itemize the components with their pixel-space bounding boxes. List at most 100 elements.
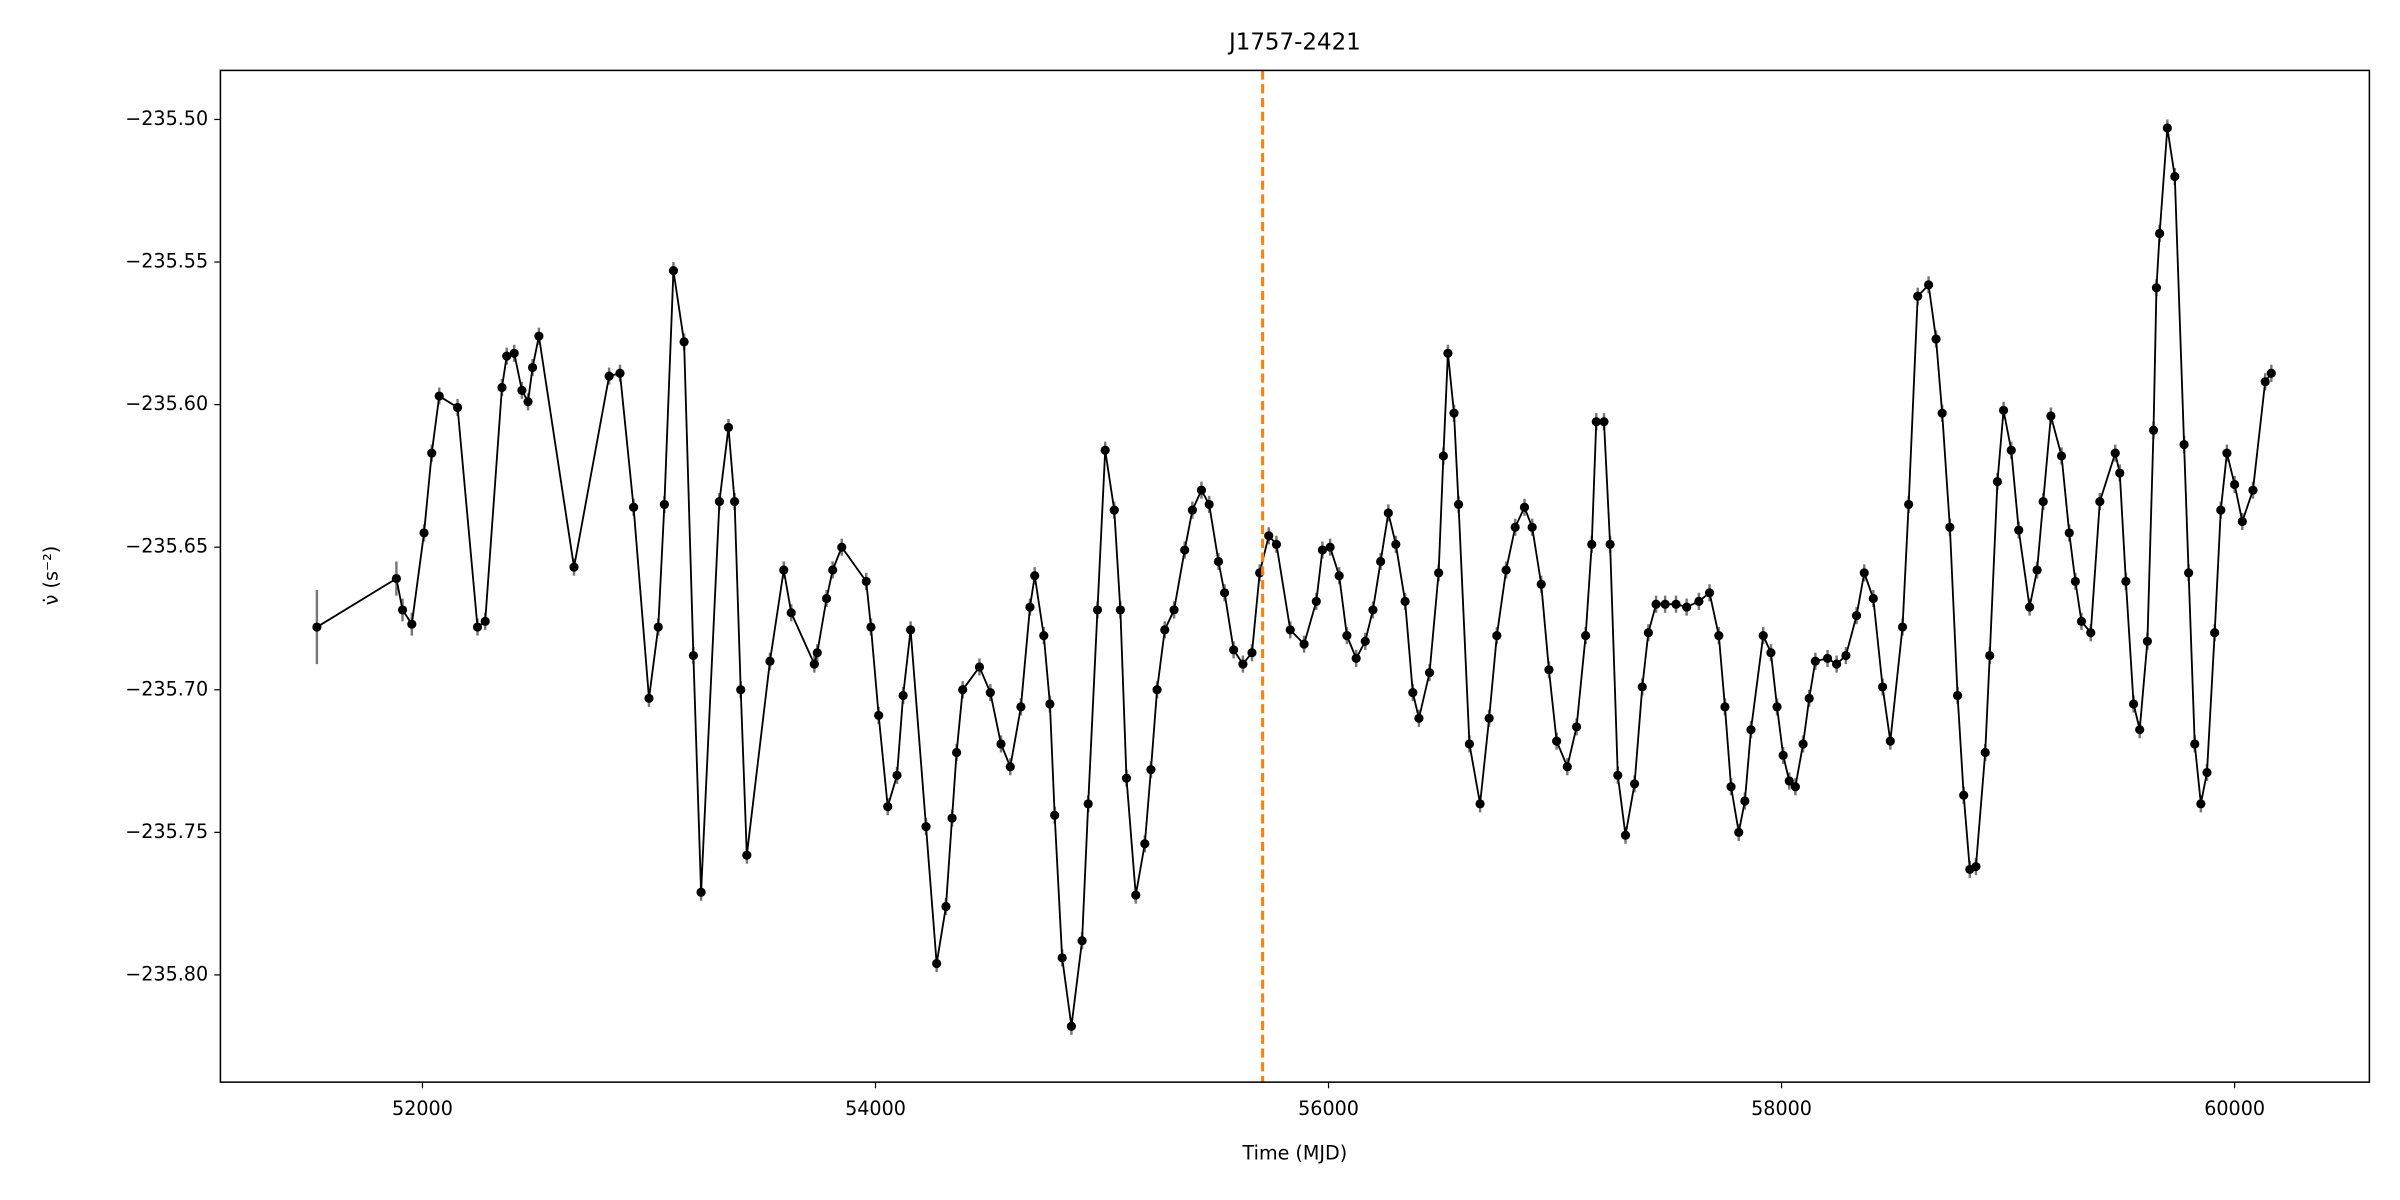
data-point: [2148, 425, 2159, 435]
data-point: [1772, 702, 1782, 712]
data-point: [1591, 417, 1601, 427]
data-point: [1317, 545, 1328, 555]
data-point: [2056, 451, 2067, 461]
data-point: [1562, 762, 1572, 772]
x-tick-label: 54000: [845, 1097, 906, 1120]
data-point: [2222, 448, 2232, 458]
data-point: [1784, 776, 1794, 786]
data-point: [2046, 411, 2056, 421]
data-point: [1453, 499, 1464, 510]
data-point: [644, 693, 654, 703]
data-point: [2064, 528, 2074, 538]
y-tick-label: −235.60: [125, 392, 208, 415]
data-point: [742, 850, 752, 860]
y-tick-label: −235.70: [125, 677, 208, 700]
data-point: [730, 496, 740, 507]
data-point: [812, 648, 822, 658]
data-point: [779, 565, 789, 575]
data-point: [1885, 736, 1895, 746]
data-point: [1778, 750, 1788, 760]
data-point: [906, 625, 916, 635]
data-point: [1443, 348, 1453, 358]
data-point: [1109, 505, 1119, 515]
data-point: [892, 770, 902, 780]
data-point: [786, 608, 796, 618]
data-point: [2230, 479, 2240, 490]
data-point: [1740, 796, 1750, 806]
data-point: [1299, 639, 1309, 649]
data-point: [1660, 599, 1670, 609]
data-point: [1140, 839, 1150, 849]
data-point: [1391, 539, 1401, 549]
data-point: [1913, 291, 1923, 301]
data-point: [1643, 628, 1653, 638]
data-point: [1581, 630, 1591, 641]
data-point: [2170, 171, 2180, 182]
data-point: [497, 382, 507, 393]
data-point: [714, 496, 725, 507]
data-point: [1424, 668, 1435, 678]
data-point: [1030, 571, 1040, 581]
data-point: [1552, 736, 1562, 746]
data-point: [1629, 779, 1640, 789]
data-point: [604, 371, 614, 381]
x-tick-label: 52000: [392, 1097, 453, 1120]
data-point: [1434, 568, 1444, 578]
data-point: [2115, 468, 2125, 478]
data-point: [1992, 477, 2003, 487]
data-point: [1264, 531, 1274, 541]
data-point: [2076, 616, 2087, 626]
plot-frame: [219, 69, 2371, 1083]
data-point: [517, 385, 527, 395]
data-point: [1868, 593, 1878, 604]
data-point: [809, 659, 819, 669]
data-point: [1931, 334, 1941, 344]
data-point: [502, 351, 512, 361]
data-point: [1959, 790, 1969, 800]
data-point: [427, 448, 437, 458]
data-point: [1519, 502, 1530, 512]
data-point: [2086, 628, 2096, 638]
data-point: [1160, 625, 1170, 635]
data-point: [723, 422, 734, 433]
data-point: [434, 391, 444, 401]
data-point: [2237, 516, 2247, 527]
data-point: [1527, 522, 1537, 532]
data-point: [2110, 448, 2120, 458]
data-point: [1952, 690, 1963, 701]
y-tick-label: −235.75: [125, 820, 208, 843]
data-point: [1810, 656, 1820, 666]
data-point: [688, 650, 698, 661]
data-point: [1187, 505, 1197, 515]
chart-title: J1757-2421: [1227, 29, 1361, 55]
data-point: [1334, 571, 1344, 581]
data-point: [1045, 699, 1055, 709]
data-point: [1620, 830, 1631, 840]
data-point: [1571, 722, 1582, 732]
data-point: [1923, 280, 1934, 290]
data-point: [696, 887, 706, 897]
data-point: [1790, 782, 1800, 792]
data-point: [523, 397, 533, 407]
data-point: [821, 593, 832, 604]
data-point: [1694, 596, 1704, 606]
data-point: [1804, 693, 1814, 703]
data-point: [1798, 739, 1808, 749]
data-point: [1057, 953, 1067, 963]
data-point: [1039, 630, 1049, 641]
data-point: [1637, 682, 1647, 692]
data-point: [569, 562, 579, 572]
data-point: [1121, 773, 1132, 783]
data-point: [668, 265, 679, 276]
data-point: [407, 619, 417, 629]
data-point: [653, 622, 663, 632]
x-tick-label: 56000: [1298, 1097, 1359, 1120]
data-point: [952, 747, 962, 758]
data-point: [391, 573, 402, 584]
data-point: [2135, 725, 2145, 735]
data-point: [974, 662, 985, 672]
y-axis-label: ν̇ (s⁻²): [40, 546, 63, 605]
data-point: [2151, 283, 2162, 293]
data-point: [1897, 622, 1908, 632]
